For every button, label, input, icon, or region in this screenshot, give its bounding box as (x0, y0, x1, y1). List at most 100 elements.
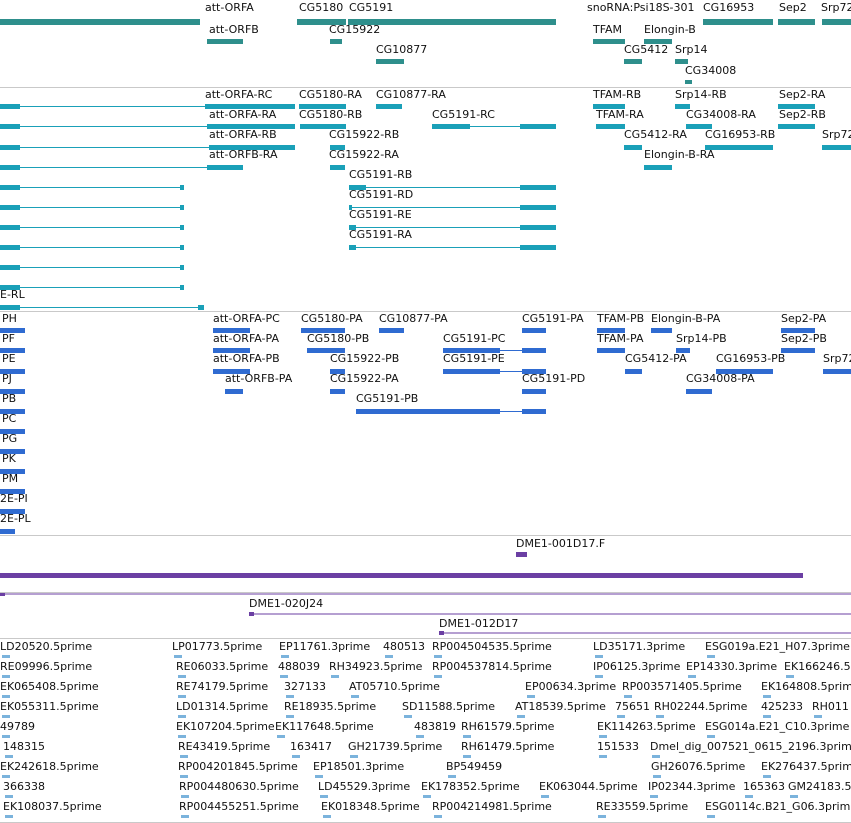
feature-block[interactable] (593, 104, 625, 109)
feature-label[interactable]: E-RL (0, 288, 25, 301)
feature-block[interactable] (349, 205, 352, 210)
feature-label[interactable]: DME1-001D17.F (516, 537, 606, 550)
feature-block[interactable] (716, 369, 773, 374)
feature-block[interactable] (376, 59, 404, 64)
feature-block[interactable] (180, 185, 184, 190)
feature-label[interactable]: AT18539.5prime (515, 700, 606, 713)
est-mark[interactable] (351, 695, 359, 698)
feature-label[interactable]: CG5191-RD (349, 188, 414, 201)
feature-block[interactable] (225, 389, 243, 394)
feature-block[interactable] (522, 328, 546, 333)
est-mark[interactable] (463, 735, 471, 738)
feature-block[interactable] (213, 328, 250, 333)
feature-label[interactable]: CG5191-PA (522, 312, 584, 325)
est-mark[interactable] (745, 795, 753, 798)
feature-block[interactable] (520, 124, 556, 129)
feature-label[interactable]: TFAM-RA (596, 108, 644, 121)
feature-block[interactable] (703, 19, 773, 25)
feature-block[interactable] (625, 369, 642, 374)
est-mark[interactable] (385, 655, 393, 658)
feature-label[interactable]: EK108037.5prime (3, 800, 102, 813)
est-mark[interactable] (178, 695, 186, 698)
feature-label[interactable]: RH61479.5prime (461, 740, 555, 753)
feature-block[interactable] (330, 145, 345, 150)
est-mark[interactable] (763, 775, 771, 778)
est-mark[interactable] (656, 715, 664, 718)
feature-label[interactable]: att-ORFA-RA (209, 108, 277, 121)
est-mark[interactable] (599, 755, 607, 758)
feature-label[interactable]: 163417 (290, 740, 332, 753)
feature-block[interactable] (330, 369, 345, 374)
feature-label[interactable]: RP004537814.5prime (432, 660, 552, 673)
feature-label[interactable]: RE06033.5prime (176, 660, 269, 673)
feature-label[interactable]: SD11588.5prime (402, 700, 495, 713)
est-mark[interactable] (320, 795, 328, 798)
feature-block[interactable] (205, 104, 295, 109)
feature-label[interactable]: RP003571405.5prime (622, 680, 742, 693)
est-mark[interactable] (181, 795, 189, 798)
feature-label[interactable]: PG (2, 432, 18, 445)
feature-label[interactable]: att-ORFB-RA (209, 148, 278, 161)
feature-label[interactable]: RE43419.5prime (178, 740, 271, 753)
est-mark[interactable] (350, 755, 358, 758)
feature-block[interactable] (0, 328, 25, 333)
feature-label[interactable]: CG5180-PB (307, 332, 370, 345)
feature-label[interactable]: CG16953-PB (716, 352, 786, 365)
feature-block[interactable] (705, 145, 773, 150)
est-mark[interactable] (423, 795, 431, 798)
feature-label[interactable]: PM (2, 472, 19, 485)
est-mark[interactable] (174, 655, 182, 658)
feature-label[interactable]: Dmel_dig_007521_0615_2196.3prime (650, 740, 851, 753)
feature-label[interactable]: RE18935.5prime (284, 700, 377, 713)
est-mark[interactable] (707, 735, 715, 738)
feature-label[interactable]: CG16953 (703, 1, 755, 14)
feature-label[interactable]: EK276437.5prime (761, 760, 851, 773)
feature-block[interactable] (686, 389, 712, 394)
feature-block[interactable] (180, 225, 184, 230)
feature-block[interactable] (0, 185, 20, 190)
feature-block[interactable] (597, 348, 625, 353)
feature-label[interactable]: 165363 (743, 780, 785, 793)
feature-block[interactable] (644, 39, 672, 44)
feature-label[interactable]: EK018348.5prime (321, 800, 420, 813)
feature-label[interactable]: CG34008-PA (686, 372, 755, 385)
feature-label[interactable]: Srp14 (675, 43, 708, 56)
feature-block[interactable] (330, 165, 345, 170)
feature-block[interactable] (379, 328, 404, 333)
est-mark[interactable] (286, 715, 294, 718)
est-mark[interactable] (541, 795, 549, 798)
feature-label[interactable]: RH34923.5prime (329, 660, 423, 673)
feature-block[interactable] (792, 573, 803, 578)
feature-label[interactable]: CG5191-PB (356, 392, 419, 405)
feature-block[interactable] (330, 39, 342, 44)
feature-label[interactable]: 2E-PL (0, 512, 31, 525)
feature-block[interactable] (522, 409, 546, 414)
est-mark[interactable] (5, 795, 13, 798)
est-mark[interactable] (315, 775, 323, 778)
est-mark[interactable] (2, 775, 10, 778)
feature-label[interactable]: CG34008 (685, 64, 737, 77)
feature-block[interactable] (520, 185, 556, 190)
est-mark[interactable] (595, 675, 603, 678)
feature-block[interactable] (0, 265, 20, 270)
feature-label[interactable]: TFAM-RB (593, 88, 642, 101)
feature-block[interactable] (781, 328, 815, 333)
feature-label[interactable]: AT05710.5prime (349, 680, 440, 693)
est-mark[interactable] (786, 675, 794, 678)
feature-label[interactable]: PH (2, 312, 17, 325)
feature-label[interactable]: 75651 (615, 700, 650, 713)
feature-label[interactable]: CG5191-PE (443, 352, 505, 365)
est-mark[interactable] (323, 815, 331, 818)
feature-label[interactable]: CG5180 (299, 1, 344, 14)
est-mark[interactable] (598, 815, 606, 818)
feature-label[interactable]: 2E-PI (0, 492, 28, 505)
feature-label[interactable]: Sep2-PA (781, 312, 827, 325)
feature-label[interactable]: CG34008-RA (686, 108, 756, 121)
feature-label[interactable]: ESG014a.E21_C10.3prime (705, 720, 850, 733)
clone-end-mark[interactable] (439, 631, 444, 635)
feature-label[interactable]: CG15922-PB (330, 352, 400, 365)
est-mark[interactable] (5, 815, 13, 818)
feature-block[interactable] (516, 552, 527, 557)
feature-block[interactable] (0, 245, 20, 250)
feature-label[interactable]: PE (2, 352, 16, 365)
